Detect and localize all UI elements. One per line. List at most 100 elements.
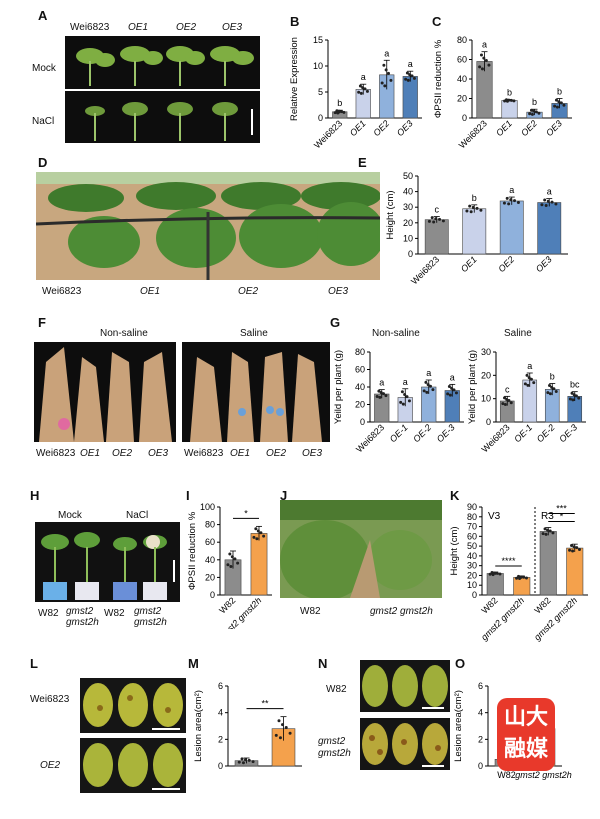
n-leaves-mutant [360, 718, 450, 770]
cg2-dot-0-1 [507, 399, 511, 403]
cm-dot-1-1 [284, 725, 288, 729]
cb-ytick-label-1: 5 [318, 87, 323, 97]
d-field-photo [36, 172, 380, 280]
ck-group-label-0: V3 [488, 511, 501, 522]
n-label-w82: W82 [326, 684, 347, 695]
l-label-wei6823: Wei6823 [30, 694, 70, 705]
cg2-ytick-label-2: 20 [481, 370, 491, 380]
cg1-ytick-label-1: 20 [355, 400, 365, 410]
cg1-dot-0-3 [384, 394, 388, 398]
cg1-dot-1-3 [407, 399, 411, 403]
cg2-ytick-label-0: 0 [486, 417, 491, 427]
cg1-dot-1-1 [405, 395, 409, 399]
cm-dot-0-5 [237, 760, 241, 764]
ce-dot-1-3 [479, 208, 483, 212]
ck-ytick-label-0: 0 [472, 590, 477, 600]
ci-dot-1-0 [255, 537, 259, 541]
cg2-dot-0-5 [501, 402, 505, 406]
panel-label-c: C [432, 14, 442, 29]
cg2-dot-0-2 [503, 396, 507, 400]
cc-dot-1-5 [503, 99, 507, 103]
ci-xlabel-0: W82 [217, 595, 237, 615]
ce-bar-3 [537, 202, 562, 255]
cg2-letter-1: a [527, 361, 532, 371]
f-label-5: Wei6823 [184, 448, 224, 459]
cg1-dot-2-0 [425, 390, 429, 394]
cb-dot-1-0 [359, 91, 363, 95]
ci-dot-1-1 [259, 531, 263, 535]
f-label-1: Wei6823 [36, 448, 76, 459]
chart-b: 0 5 10 15 Relative Expression b Wei6823 a OE1 a OE… [289, 35, 422, 150]
l-leaves-oe2 [80, 738, 186, 793]
cg2-dot-3-2 [570, 391, 574, 395]
cc-dot-2-1 [534, 110, 538, 114]
cg2-ytick-label-1: 10 [481, 394, 491, 404]
ci-dot-0-0 [229, 564, 233, 568]
ce-dot-1-5 [465, 209, 469, 213]
cc-dot-3-4 [557, 100, 561, 104]
cg2-dot-3-3 [577, 396, 581, 400]
cg2-dot-0-3 [509, 401, 513, 405]
cg2-dot-2-1 [552, 387, 556, 391]
cg1-letter-1: a [403, 377, 408, 387]
ck-dot-3-3 [577, 548, 581, 552]
cm-dot-1-0 [278, 736, 282, 740]
ce-ylabel: Height (cm) [385, 190, 396, 239]
cm-ytick-label-1: 2 [218, 734, 223, 744]
cg2-dot-3-1 [574, 394, 578, 398]
n-label-mutant: gmst2 gmst2h [318, 736, 351, 759]
cg2-xlabel-2: OE-2 [535, 422, 557, 444]
cg1-dot-1-4 [403, 393, 407, 397]
cm-dot-0-4 [244, 758, 248, 762]
g-title-nonsaline: Non-saline [372, 328, 420, 339]
f-title-saline: Saline [240, 328, 268, 339]
panel-label-k: K [450, 488, 460, 503]
cb-xlabel-2: OE2 [371, 118, 391, 138]
cg1-dot-0-5 [375, 394, 379, 398]
l-label-oe2: OE2 [40, 760, 61, 771]
a-row-nacl: NaCl [32, 116, 55, 127]
ci-ytick-label-3: 60 [205, 537, 215, 547]
ck-dot-1-5 [515, 576, 519, 580]
ck-bar-0 [486, 573, 504, 596]
cb-xlabel-3: OE3 [395, 118, 415, 138]
ce-ytick-label-3: 30 [403, 202, 413, 212]
f-title-nonsaline: Non-saline [100, 328, 148, 339]
cc-dot-1-4 [507, 98, 511, 102]
cb-dot-3-3 [412, 76, 416, 80]
ce-dot-3-1 [550, 200, 554, 204]
ce-dot-1-4 [471, 205, 475, 209]
f-label-3: OE2 [112, 448, 133, 459]
panel-label-d: D [38, 155, 48, 170]
cm-ytick-label-3: 6 [218, 681, 223, 691]
cg2-dot-1-0 [526, 383, 530, 387]
cm-dot-1-4 [281, 723, 285, 727]
ck-dot-3-1 [575, 546, 579, 550]
ck-dot-0-5 [488, 572, 492, 576]
panel-label-i: I [186, 488, 190, 503]
ck-ytick-label-6: 60 [467, 531, 477, 541]
ck-ytick-label-2: 20 [467, 570, 477, 580]
co-ytick-label-1: 2 [478, 734, 483, 744]
cc-dot-1-1 [509, 98, 513, 102]
cb-letter-3: a [408, 59, 413, 69]
cc-xlabel-0: Wei6823 [457, 118, 489, 150]
ci-ytick-label-4: 80 [205, 520, 215, 530]
cb-dot-1-2 [358, 84, 362, 88]
cb-dot-3-0 [406, 78, 410, 82]
ce-ytick-label-5: 50 [403, 171, 413, 181]
cc-dot-3-3 [562, 103, 566, 107]
ck-dot-2-2 [543, 527, 547, 531]
l-leaves-oe2-svg [83, 743, 183, 790]
co-xlabel-1: gmst2 gmst2h [515, 770, 572, 780]
cm-dot-1-5 [274, 733, 278, 737]
cc-xlabel-3: OE3 [544, 118, 564, 138]
ce-bar-1 [462, 208, 487, 255]
ck-xlabel-2: W82 [533, 595, 553, 615]
cg1-xlabel-1: OE-1 [388, 422, 410, 444]
cg1-dot-0-4 [379, 391, 383, 395]
h-title-nacl: NaCl [126, 510, 149, 521]
cg2-dot-3-4 [572, 393, 576, 397]
cc-letter-3: b [557, 87, 562, 97]
ck-ytick-label-5: 50 [467, 541, 477, 551]
